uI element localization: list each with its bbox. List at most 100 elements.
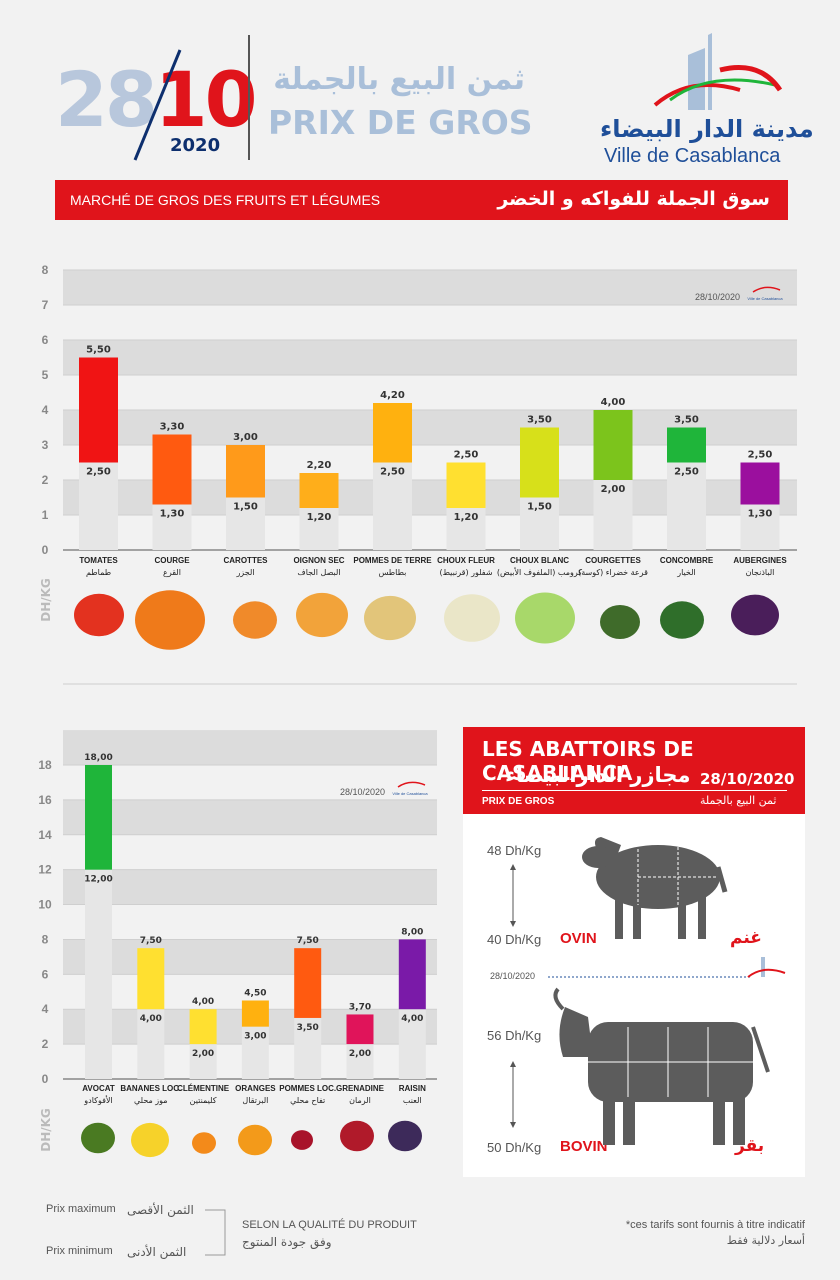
category-label-arabic: طماطم xyxy=(86,568,111,577)
max-value-label: 4,50 xyxy=(244,989,266,999)
max-value-label: 3,50 xyxy=(674,415,699,426)
legend-quality-fr: SELON LA QUALITÉ DU PRODUIT xyxy=(242,1219,417,1231)
min-bar xyxy=(373,462,412,550)
legend-quality-ar: وفق جودة المنتوج xyxy=(242,1235,332,1249)
y-tick-label: 4 xyxy=(42,1002,49,1016)
category-label-arabic: تفاح محلي xyxy=(290,1096,325,1105)
max-bar xyxy=(398,939,426,1010)
cabbage-icon xyxy=(515,592,575,644)
category-label-arabic: البصل الجاف xyxy=(297,568,340,577)
category-label-arabic: الأفوكادو xyxy=(83,1095,112,1105)
category-label-arabic: البرتقال xyxy=(242,1096,268,1105)
legend-bracket xyxy=(205,1209,226,1256)
abattoirs-title: LES ABATTOIRS DE CASABLANCA xyxy=(482,737,694,785)
grid-band xyxy=(63,730,437,765)
bar-group: 7,50 3,50 POMMES LOC. تفاح محلي xyxy=(279,936,336,1105)
max-value-label: 4,00 xyxy=(192,997,214,1007)
min-value-label: 2,00 xyxy=(192,1049,214,1059)
max-bar xyxy=(294,948,322,1018)
bovin-range-arrow xyxy=(510,1061,516,1128)
min-bar xyxy=(740,504,780,550)
min-value-label: 1,30 xyxy=(160,509,185,520)
footnote-fr: *ces tarifs sont fournis à titre indicat… xyxy=(625,1219,805,1231)
category-label-arabic: بطاطس xyxy=(379,568,407,577)
cow-cuts xyxy=(588,1027,753,1097)
max-bar xyxy=(520,427,559,498)
date-stamp: 28/10/2020 xyxy=(695,292,740,302)
min-bar xyxy=(294,1017,322,1079)
date-day: 28 xyxy=(55,55,158,144)
min-value-label: 4,00 xyxy=(401,1014,423,1024)
category-label: RAISIN xyxy=(399,1084,426,1093)
grid-band xyxy=(63,939,437,975)
logo-french: Ville de Casablanca xyxy=(604,145,781,167)
category-label: AVOCAT xyxy=(82,1084,115,1093)
bar-group: 5,50 2,50 TOMATES طماطم xyxy=(79,345,118,577)
grid-band xyxy=(63,270,797,305)
max-bar xyxy=(189,1009,217,1045)
casablanca-logo-icon xyxy=(653,33,783,110)
y-tick-label: 5 xyxy=(42,368,49,382)
cow-icon xyxy=(553,987,770,1145)
min-bar xyxy=(299,508,339,550)
cauliflower-icon xyxy=(444,594,500,642)
category-label-arabic: الباذنجان xyxy=(746,568,775,577)
category-label: CAROTTES xyxy=(224,556,269,565)
min-value-label: 2,00 xyxy=(349,1049,371,1059)
y-tick-label: 12 xyxy=(38,863,52,877)
abattoirs-drawings xyxy=(510,837,786,1145)
min-value-label: 3,00 xyxy=(244,1032,266,1042)
y-tick-label: 8 xyxy=(42,263,49,277)
min-bar xyxy=(152,504,192,550)
banana-icon xyxy=(131,1122,169,1158)
max-bar xyxy=(667,427,706,463)
banner-arabic: سوق الجملة للفواكه و الخضر xyxy=(497,188,770,210)
bar-group: 7,50 4,00 BANANES LOC. موز محلي xyxy=(120,936,181,1105)
logo-arabic: مدينة الدار البيضاء xyxy=(600,115,814,143)
y-tick-label: 2 xyxy=(42,1037,49,1051)
ovin-range-arrow xyxy=(510,864,516,927)
max-bar xyxy=(79,357,118,463)
category-label-arabic: قرعة خضراء (كوسة) xyxy=(578,568,648,577)
small-logo-icon xyxy=(397,781,426,788)
y-axis-label: DH/KG xyxy=(39,1108,53,1152)
y-tick-label: 3 xyxy=(42,438,49,452)
y-tick-label: 10 xyxy=(38,898,52,912)
category-label: CHOUX FLEUR xyxy=(437,556,495,565)
category-label: AUBERGINES xyxy=(733,556,787,565)
category-label: ORANGES xyxy=(235,1084,276,1093)
y-axis-label: DH/KG xyxy=(39,578,53,622)
min-value-label: 1,50 xyxy=(233,502,258,513)
sheep-icon xyxy=(582,837,728,939)
min-value-label: 1,50 xyxy=(527,502,552,513)
min-bar xyxy=(85,869,112,1079)
grapes-icon xyxy=(388,1120,422,1152)
bar-group: 4,00 2,00 CLÉMENTINE كليمنتين xyxy=(177,997,230,1105)
min-value-label: 2,50 xyxy=(380,467,405,478)
category-label: POMMES LOC. xyxy=(279,1084,336,1093)
ovin-max-price: 48 Dh/Kg xyxy=(487,843,542,858)
bar-group: 3,50 2,50 CONCOMBRE الخيار xyxy=(660,415,714,578)
min-bar xyxy=(667,462,706,550)
grid-band xyxy=(63,340,797,375)
max-value-label: 3,00 xyxy=(233,432,258,443)
max-bar xyxy=(85,765,112,870)
abattoirs-subtitle: PRIX DE GROS xyxy=(482,796,555,807)
category-label: CHOUX BLANC xyxy=(510,556,569,565)
max-value-label: 2,20 xyxy=(307,460,332,471)
min-bar xyxy=(137,1009,165,1079)
market-banner xyxy=(55,180,788,220)
y-tick-label: 0 xyxy=(42,543,49,557)
max-bar xyxy=(241,1000,269,1027)
category-label-arabic: موز محلي xyxy=(134,1096,168,1105)
date-year: 2020 xyxy=(170,135,221,156)
small-logo-icon xyxy=(752,286,781,293)
max-value-label: 3,70 xyxy=(349,1002,371,1012)
abattoirs-date: 28/10/2020 xyxy=(700,770,795,788)
bar-group: 18,00 12,00 AVOCAT الأفوكادو xyxy=(82,753,115,1105)
min-value-label: 1,20 xyxy=(454,512,479,523)
max-bar xyxy=(226,445,265,498)
date-stamp: 28/10/2020 xyxy=(340,787,385,797)
min-value-label: 1,30 xyxy=(748,509,773,520)
abattoirs-header xyxy=(463,727,805,814)
